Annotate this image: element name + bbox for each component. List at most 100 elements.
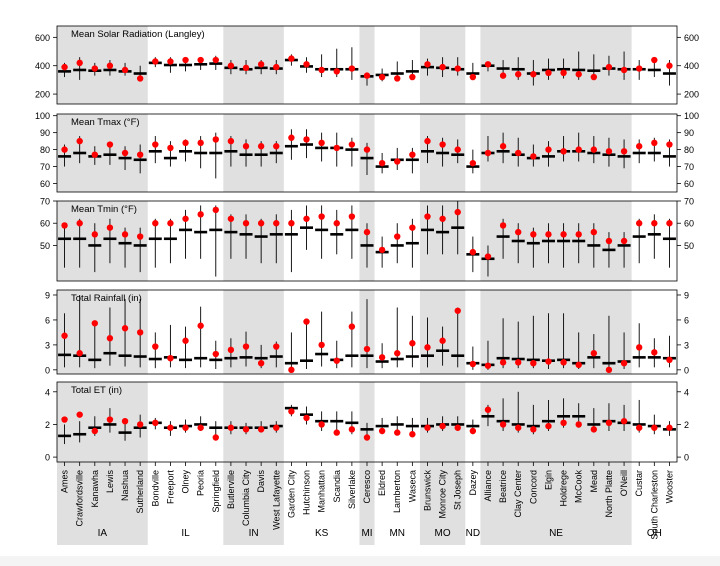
state-label-in: IN xyxy=(249,528,259,539)
obs-point xyxy=(363,146,371,153)
obs-point xyxy=(575,71,582,78)
y-tick-label-right: 3 xyxy=(684,340,689,350)
obs-point xyxy=(499,143,507,150)
obs-point xyxy=(318,66,325,74)
obs-point xyxy=(560,419,567,427)
station-label: North Platte xyxy=(604,470,614,518)
obs-point xyxy=(182,56,189,64)
y-tick-label-left: 70 xyxy=(40,162,50,172)
obs-point xyxy=(363,228,371,236)
obs-point xyxy=(575,146,582,153)
obs-point xyxy=(454,424,461,431)
obs-point xyxy=(454,65,461,72)
obs-point xyxy=(257,61,265,68)
obs-point xyxy=(61,416,68,423)
obs-point xyxy=(227,215,235,222)
obs-point xyxy=(605,63,613,71)
obs-point xyxy=(242,64,250,72)
obs-point xyxy=(499,72,507,79)
obs-point xyxy=(136,75,144,82)
obs-point xyxy=(590,350,598,357)
obs-point xyxy=(242,426,250,433)
station-label: Sutherland xyxy=(135,470,145,514)
obs-point xyxy=(439,422,446,430)
y-tick-label-right: 80 xyxy=(684,145,694,155)
station-label: Clay Center xyxy=(513,470,523,518)
panel-title: Mean Solar Radiation (Langley) xyxy=(71,29,205,40)
obs-point xyxy=(545,146,552,153)
y-tick-label-right: 400 xyxy=(684,61,699,71)
obs-point xyxy=(136,151,144,158)
obs-point xyxy=(182,337,189,344)
station-label: Dazey xyxy=(468,470,478,496)
obs-point xyxy=(76,411,83,418)
obs-point xyxy=(363,434,371,441)
obs-point xyxy=(242,143,250,150)
obs-point xyxy=(635,424,643,431)
panel-4: 0 0 3 3 6 6 9 9 Total Rainfall (in) xyxy=(45,289,689,375)
obs-point xyxy=(303,61,310,68)
obs-point xyxy=(409,340,416,347)
obs-point xyxy=(515,359,522,366)
y-tick-label-left: 0 xyxy=(45,365,50,375)
obs-point xyxy=(620,359,628,367)
obs-point xyxy=(212,56,219,64)
obs-point xyxy=(182,424,189,431)
y-tick-label-left: 9 xyxy=(45,290,50,300)
station-label: Concord xyxy=(528,470,538,504)
obs-point xyxy=(318,341,325,349)
obs-point xyxy=(545,358,552,365)
obs-point xyxy=(651,424,658,431)
obs-point xyxy=(590,73,598,81)
obs-point xyxy=(212,350,219,358)
obs-point xyxy=(605,148,613,155)
obs-point xyxy=(91,151,99,158)
obs-point xyxy=(303,414,310,422)
obs-point xyxy=(197,139,204,147)
obs-point xyxy=(288,220,295,227)
obs-point xyxy=(394,75,401,82)
obs-point xyxy=(197,211,204,218)
obs-point xyxy=(288,55,295,62)
obs-point xyxy=(318,213,325,220)
station-label: Freeport xyxy=(165,470,175,505)
obs-point xyxy=(620,417,628,425)
obs-point xyxy=(484,149,492,157)
obs-point xyxy=(439,215,446,222)
obs-point xyxy=(635,344,643,351)
obs-point xyxy=(575,361,582,369)
station-label: Peoria xyxy=(196,470,206,496)
obs-point xyxy=(605,419,613,427)
obs-point xyxy=(348,65,356,72)
obs-point xyxy=(454,307,461,314)
y-tick-label-left: 60 xyxy=(40,179,50,189)
obs-point xyxy=(106,62,114,69)
y-tick-label-left: 600 xyxy=(35,33,50,43)
obs-point xyxy=(273,343,280,350)
state-shade-ia xyxy=(57,26,148,104)
obs-point xyxy=(530,231,537,238)
obs-point xyxy=(167,354,174,362)
state-shading xyxy=(57,26,632,545)
obs-point xyxy=(484,61,492,68)
state-shade-in xyxy=(223,382,284,462)
state-shade-in xyxy=(223,201,284,281)
obs-point xyxy=(121,66,129,74)
obs-point xyxy=(288,408,295,415)
obs-point xyxy=(106,335,114,342)
station-label: Wooster xyxy=(664,470,674,503)
obs-point xyxy=(666,141,673,148)
state-label-mo: MO xyxy=(435,528,451,539)
obs-point xyxy=(378,427,386,435)
y-tick-label-right: 0 xyxy=(684,453,689,463)
obs-point xyxy=(273,143,280,150)
y-tick-label-left: 2 xyxy=(45,420,50,430)
obs-point xyxy=(635,65,643,72)
obs-point xyxy=(484,362,492,369)
obs-point xyxy=(257,220,265,227)
obs-point xyxy=(484,406,492,413)
station-label: Manhattan xyxy=(317,470,327,513)
y-tick-label-left: 80 xyxy=(40,145,50,155)
obs-point xyxy=(273,424,280,431)
station-label: Nashua xyxy=(120,470,130,501)
